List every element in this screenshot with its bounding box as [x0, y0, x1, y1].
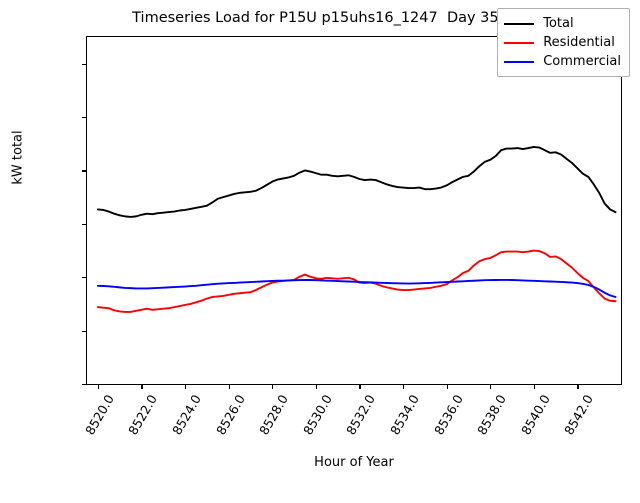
legend-label: Residential [543, 35, 615, 50]
y-axis-tick-mark [82, 223, 86, 225]
chart-title: Timeseries Load for P15U p15uhs16_1247 D… [132, 10, 508, 26]
y-axis-tick-mark [82, 330, 86, 332]
x-axis-tick-mark [272, 385, 274, 389]
legend-label: Commercial [543, 54, 621, 69]
series-line-commercial [96, 278, 617, 298]
y-axis-tick-mark [82, 63, 86, 65]
y-axis-tick-mark [82, 384, 86, 386]
plot-lines [96, 146, 617, 313]
x-axis-tick-mark [533, 385, 535, 389]
x-axis-tick-mark [446, 385, 448, 389]
chart-figure: Timeseries Load for P15U p15uhs16_1247 D… [10, 8, 630, 470]
legend-color-swatch [504, 60, 535, 63]
x-axis-tick-mark [403, 385, 405, 389]
x-axis-tick-mark [228, 385, 230, 389]
legend-item[interactable]: Total [504, 14, 621, 33]
y-axis-tick-mark [82, 277, 86, 279]
legend-color-swatch [504, 41, 535, 44]
x-axis-tick-mark [490, 385, 492, 389]
y-axis-label: kW total [10, 130, 26, 185]
x-axis-tick-mark [577, 385, 579, 389]
x-axis-tick-mark [315, 385, 317, 389]
legend-color-swatch [504, 22, 535, 25]
x-axis-tick-mark [185, 385, 187, 389]
legend-label: Total [543, 16, 574, 31]
y-axis-tick-mark [82, 117, 86, 119]
chart-legend: Total Residential Commercial [497, 8, 630, 77]
legend-item[interactable]: Commercial [504, 52, 621, 71]
x-axis-tick-mark [359, 385, 361, 389]
x-axis-label: Hour of Year [314, 455, 394, 470]
plot-area [86, 36, 622, 385]
y-axis-tick-mark [82, 170, 86, 172]
series-line-total [96, 146, 617, 218]
legend-item[interactable]: Residential [504, 33, 621, 52]
x-axis-tick-mark [97, 385, 99, 389]
x-axis-tick-mark [141, 385, 143, 389]
